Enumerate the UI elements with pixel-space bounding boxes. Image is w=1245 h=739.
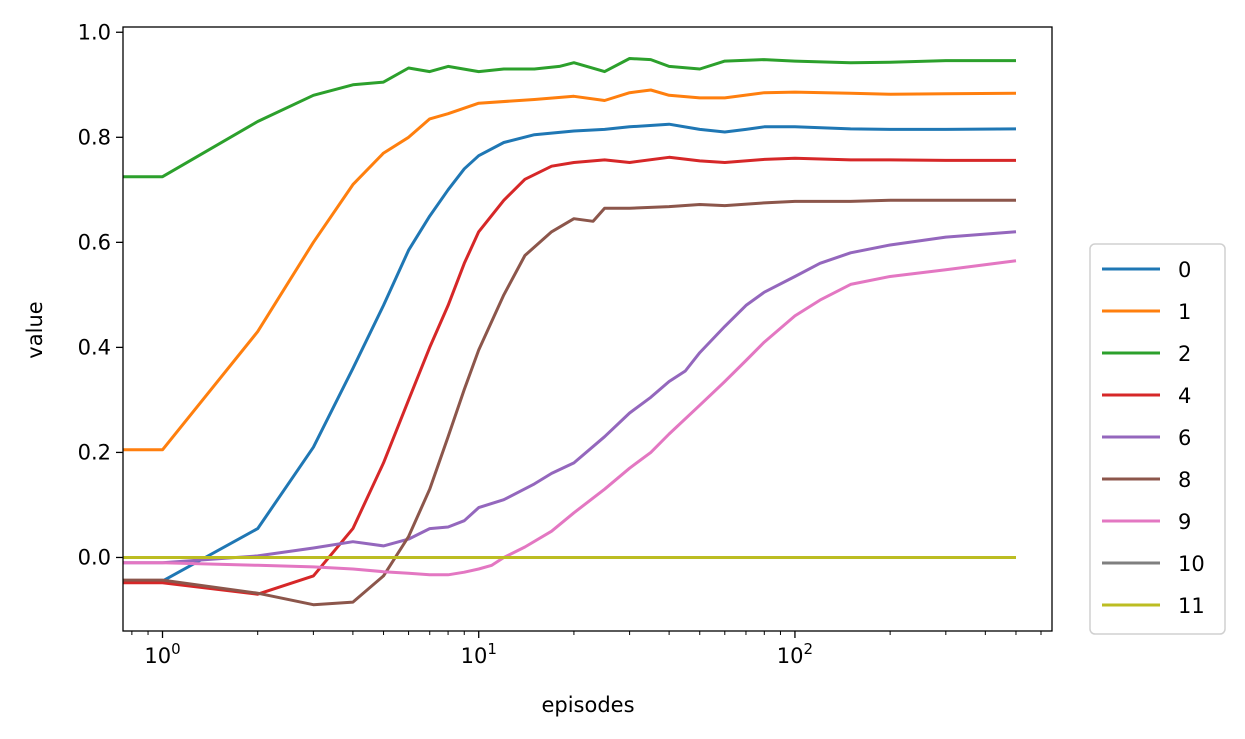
y-tick-label-0: 0.0 bbox=[78, 545, 111, 569]
y-tick-label-2: 0.4 bbox=[78, 335, 111, 359]
series-line-0 bbox=[123, 122, 1017, 583]
y-tick-label-4: 0.8 bbox=[78, 125, 111, 149]
plot-frame bbox=[122, 26, 1053, 632]
series-line-1 bbox=[123, 88, 1017, 452]
plot-area bbox=[122, 26, 1053, 632]
x-axis-label: episodes bbox=[541, 693, 634, 717]
legend-box bbox=[1089, 243, 1226, 635]
series-line-9 bbox=[123, 259, 1017, 577]
y-axis: 0.0 0.2 0.4 0.6 0.8 1.0 bbox=[78, 20, 123, 569]
legend-label-10: 10 bbox=[1178, 552, 1205, 576]
legend-label-0: 0 bbox=[1178, 258, 1191, 282]
series-line-4 bbox=[123, 155, 1016, 596]
legend-label-6: 6 bbox=[1178, 426, 1191, 450]
legend: 0 1 2 4 6 8 9 10 11 bbox=[1089, 243, 1226, 635]
legend-label-8: 8 bbox=[1178, 468, 1191, 492]
x-tick-label-1: 101 bbox=[461, 640, 497, 668]
y-tick-label-3: 0.6 bbox=[78, 230, 111, 254]
y-tick-label-1: 0.2 bbox=[78, 440, 111, 464]
legend-label-2: 2 bbox=[1178, 342, 1191, 366]
series-line-2 bbox=[123, 57, 1016, 179]
legend-label-11: 11 bbox=[1178, 594, 1205, 618]
legend-label-1: 1 bbox=[1178, 300, 1191, 324]
x-axis: 100 101 102 bbox=[131, 631, 1042, 668]
y-tick-label-5: 1.0 bbox=[78, 20, 111, 44]
x-tick-label-0: 100 bbox=[144, 640, 180, 668]
legend-label-9: 9 bbox=[1178, 510, 1191, 534]
y-axis-label: value bbox=[23, 301, 47, 358]
series-line-6 bbox=[123, 230, 1017, 565]
legend-label-4: 4 bbox=[1178, 384, 1191, 408]
x-tick-label-2: 102 bbox=[777, 640, 813, 668]
series-line-8 bbox=[123, 198, 1016, 607]
